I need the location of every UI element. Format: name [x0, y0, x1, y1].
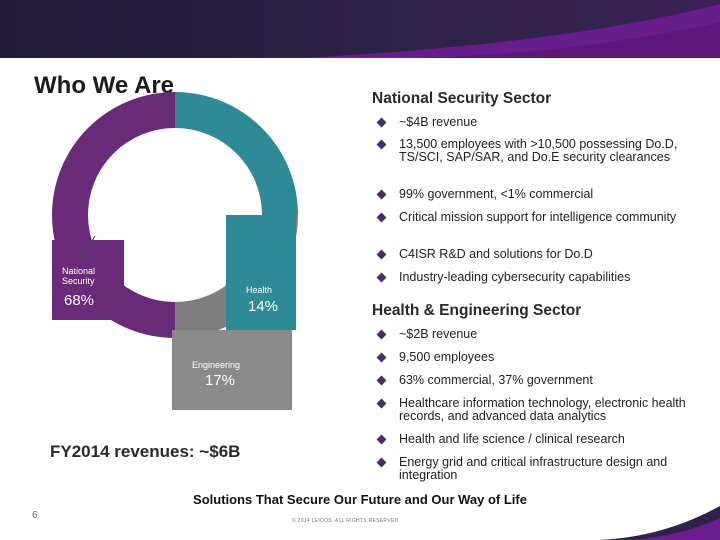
diamond-bullet-icon	[376, 398, 387, 409]
diamond-bullet-icon	[376, 212, 387, 223]
national-security-heading: National Security Sector	[372, 90, 552, 107]
donut-slice-health	[175, 92, 298, 215]
diamond-bullet-icon	[376, 457, 387, 468]
revenue-donut-chart	[52, 92, 298, 410]
leader-line	[79, 235, 96, 261]
segment-name-engineering: Engineering	[192, 360, 241, 370]
diamond-bullet-icon	[376, 329, 387, 340]
diamond-bullet-icon	[376, 189, 387, 200]
diamond-bullet-icon	[376, 272, 387, 283]
diamond-bullet-icon	[376, 434, 387, 445]
health-engineering-heading: Health & Engineering Sector	[372, 302, 582, 319]
copyright-notice: © 2014 LEIDOS. ALL RIGHTS RESERVED	[292, 518, 399, 524]
segment-name-health: Health	[246, 285, 273, 295]
segment-pct-health: 14%	[248, 298, 279, 315]
page-number: 6	[32, 510, 38, 521]
diamond-bullet-icon	[376, 249, 387, 260]
diamond-bullet-icon	[376, 352, 387, 363]
segment-name-line2: Security	[62, 276, 95, 286]
engineering-label-panel	[172, 330, 292, 410]
segment-name-line1: National	[62, 266, 96, 276]
diamond-bullet-icon	[376, 117, 387, 128]
header-banner	[0, 0, 720, 58]
diamond-bullet-icon	[376, 375, 387, 386]
tagline: Solutions That Secure Our Future and Our…	[193, 492, 527, 507]
segment-pct-national-security: 68%	[64, 292, 95, 309]
health-label-panel	[226, 215, 296, 330]
corner-swoosh-logo	[600, 506, 720, 540]
fy2014-revenue-caption: FY2014 revenues: ~$6B	[50, 442, 241, 461]
national-security-label-panel	[52, 240, 124, 320]
diamond-bullet-icon	[376, 139, 387, 150]
segment-pct-engineering: 17%	[205, 372, 236, 389]
segment-name-national-security: National Security	[62, 266, 95, 286]
